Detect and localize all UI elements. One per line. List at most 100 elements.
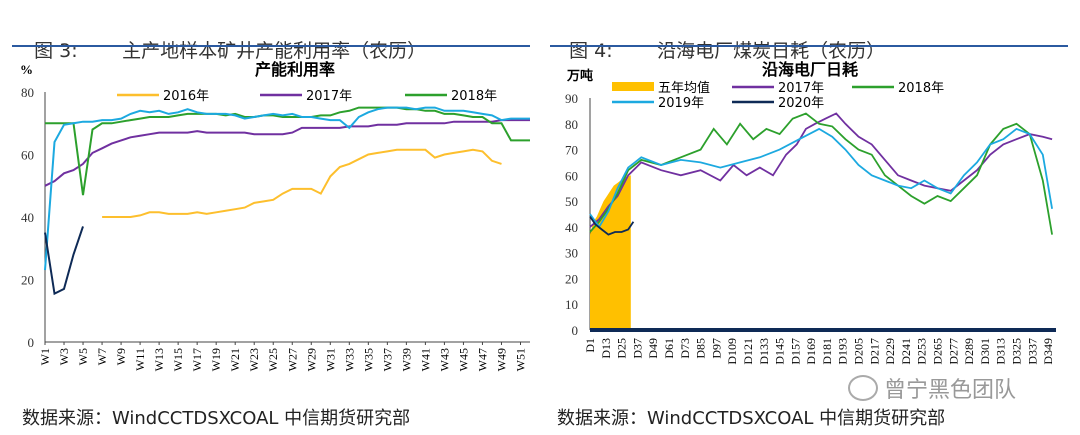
x-tick-label: D61: [662, 338, 676, 359]
legend-label: 2016年: [163, 89, 209, 104]
x-tick-label: D1: [583, 338, 597, 353]
x-tick-label: W21: [228, 348, 242, 371]
x-tick-label: D169: [804, 338, 818, 365]
x-tick-label: W51: [513, 348, 527, 371]
y-tick-label: 0: [28, 335, 35, 350]
y-tick-label: 10: [565, 297, 578, 312]
x-tick-label: D253: [915, 338, 929, 365]
x-tick-label: W45: [456, 348, 470, 371]
watermark: 曾宁黑色团队: [848, 372, 1016, 404]
x-tick-label: W43: [437, 348, 451, 371]
x-tick-label: D49: [646, 338, 660, 359]
y-tick-label: 20: [21, 273, 34, 288]
x-tick-label: W19: [209, 348, 223, 371]
x-tick-label: W33: [342, 348, 356, 371]
area-five-year-average: [590, 175, 631, 330]
x-tick-label: D337: [1025, 338, 1039, 365]
x-tick-label: W7: [95, 348, 109, 365]
watermark-text: 曾宁黑色团队: [884, 378, 1017, 403]
y-tick-label: 50: [565, 194, 578, 209]
y-axis-unit: 万吨: [566, 68, 593, 84]
x-tick-label: W27: [285, 348, 299, 371]
x-tick-label: D229: [883, 338, 897, 365]
y-tick-label: 70: [565, 143, 578, 158]
y-tick-label: 20: [565, 271, 578, 286]
x-tick-label: D277: [946, 338, 960, 365]
legend-swatch: [612, 82, 654, 91]
y-tick-label: 30: [565, 246, 578, 261]
x-tick-label: D205: [852, 338, 866, 365]
x-tick-label: W1: [38, 348, 52, 365]
series-line-2019年: [44, 106, 530, 271]
x-tick-label: D13: [599, 338, 613, 359]
x-tick-label: D301: [978, 338, 992, 365]
x-tick-label: D193: [836, 338, 850, 365]
x-tick-label: D109: [725, 338, 739, 365]
x-tick-label: W41: [418, 348, 432, 371]
x-tick-label: D97: [709, 338, 723, 359]
series-line-2018年: [45, 106, 530, 196]
y-tick-label: 40: [565, 220, 578, 235]
series-line-2016年: [102, 148, 502, 218]
series-line-2017年: [44, 119, 530, 187]
x-tick-label: W13: [152, 348, 166, 371]
chart-title: 产能利用率: [255, 60, 335, 79]
legend-label: 2017年: [778, 81, 824, 96]
x-tick-label: D217: [867, 338, 881, 365]
x-tick-label: W49: [494, 348, 508, 371]
y-tick-label: 60: [21, 148, 34, 163]
legend-label: 2018年: [898, 81, 944, 96]
x-tick-label: D145: [773, 338, 787, 365]
series-line-2017年: [589, 112, 1053, 228]
x-tick-label: W31: [323, 348, 337, 371]
right-title-rule: [550, 45, 1068, 47]
x-tick-label: D157: [788, 338, 802, 365]
left-title-rule: [12, 45, 530, 47]
x-tick-label: W9: [114, 348, 128, 365]
series-line-2019年: [589, 127, 1053, 229]
x-tick-label: D85: [694, 338, 708, 359]
legend-label: 2017年: [306, 89, 352, 104]
x-tick-label: W39: [399, 348, 413, 371]
x-tick-label: W47: [475, 348, 489, 371]
x-tick-label: W15: [171, 348, 185, 371]
x-tick-label: W11: [133, 348, 147, 371]
series-line-2020年: [589, 216, 635, 236]
wechat-logo-icon: [848, 375, 878, 401]
x-tick-label: D241: [899, 338, 913, 365]
legend-label: 2018年: [451, 89, 497, 104]
legend-label: 2020年: [778, 96, 824, 111]
x-tick-label: W3: [57, 348, 71, 365]
x-tick-label: W25: [266, 348, 280, 371]
legend-label: 五年均值: [658, 80, 710, 96]
y-tick-label: 80: [565, 117, 578, 132]
x-tick-label: W5: [76, 348, 90, 365]
legend-label: 2019年: [658, 96, 704, 111]
x-tick-label: D325: [1010, 338, 1024, 365]
chart-coastal-daily-consumption: 沿海电厂日耗 万吨 0 10 20 30 40 50 60 70 80 90 D1 D13 D25 D37 D4…: [565, 60, 1056, 365]
y-tick-label: 0: [572, 323, 579, 338]
x-tick-label: D349: [1041, 338, 1055, 365]
x-tick-label: W35: [361, 348, 375, 371]
series-line-2020年: [44, 226, 84, 296]
x-tick-label: W23: [247, 348, 261, 371]
x-tick-label: D265: [931, 338, 945, 365]
series-line-2018年: [589, 112, 1053, 235]
y-tick-label: 80: [21, 85, 34, 100]
y-axis-unit: %: [20, 62, 33, 77]
chart-title: 沿海电厂日耗: [762, 60, 858, 79]
x-tick-label: D37: [630, 338, 644, 359]
x-tick-label: D73: [678, 338, 692, 359]
x-tick-label: D121: [741, 338, 755, 365]
x-tick-label: D313: [994, 338, 1008, 365]
y-tick-label: 90: [565, 91, 578, 106]
y-tick-label: 60: [565, 168, 578, 183]
right-source-note: 数据来源：WindCCTDSXCOAL 中信期货研究部: [557, 408, 946, 429]
x-tick-label: D289: [962, 338, 976, 365]
left-source-note: 数据来源：WindCCTDSXCOAL 中信期货研究部: [22, 408, 411, 429]
chart-capacity-utilization: 产能利用率% 0 20 40 60 80 W1 W3 W5 W7 W9 W11 W13 W15 W17 W19…: [20, 60, 530, 371]
x-tick-label: D181: [820, 338, 834, 365]
x-tick-label: W29: [304, 348, 318, 371]
x-tick-label: W37: [380, 348, 394, 371]
x-tick-label: W17: [190, 348, 204, 371]
